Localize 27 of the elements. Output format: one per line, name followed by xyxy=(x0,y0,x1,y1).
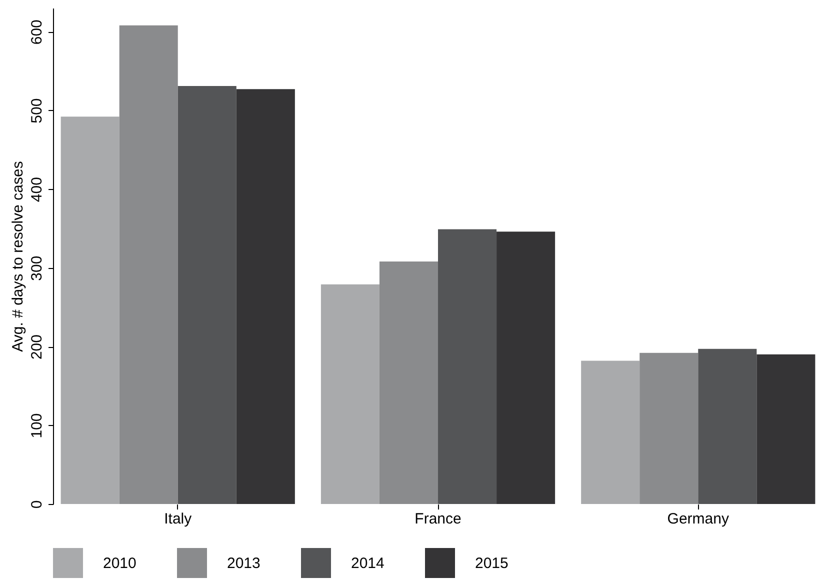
y-tick-label: 500 xyxy=(28,98,46,124)
x-tick-label: Italy xyxy=(164,510,192,528)
x-tick-label: Germany xyxy=(667,510,730,528)
legend-label: 2015 xyxy=(475,555,508,572)
bar xyxy=(640,352,698,504)
y-tick-label: 600 xyxy=(28,20,46,45)
y-tick-label: 200 xyxy=(28,334,46,360)
bar xyxy=(320,284,380,504)
bar xyxy=(379,262,438,504)
y-tick-label: 0 xyxy=(28,500,46,509)
y-tick-label: 400 xyxy=(28,177,46,202)
bar xyxy=(178,86,236,504)
bar xyxy=(60,116,120,504)
bar xyxy=(581,360,640,504)
legend-label: 2014 xyxy=(351,555,384,572)
y-tick-label: 100 xyxy=(28,413,46,438)
y-axis-title: Avg. # days to resolve cases xyxy=(10,161,26,352)
bar xyxy=(756,354,816,504)
bar xyxy=(698,348,757,504)
bar xyxy=(119,25,178,504)
y-tick-label: 300 xyxy=(28,256,46,281)
bar xyxy=(496,232,556,504)
x-tick-label: France xyxy=(414,510,462,528)
bar xyxy=(236,89,295,504)
bar xyxy=(438,229,497,504)
legend-label: 2013 xyxy=(227,555,260,572)
legend-label: 2010 xyxy=(103,555,136,572)
